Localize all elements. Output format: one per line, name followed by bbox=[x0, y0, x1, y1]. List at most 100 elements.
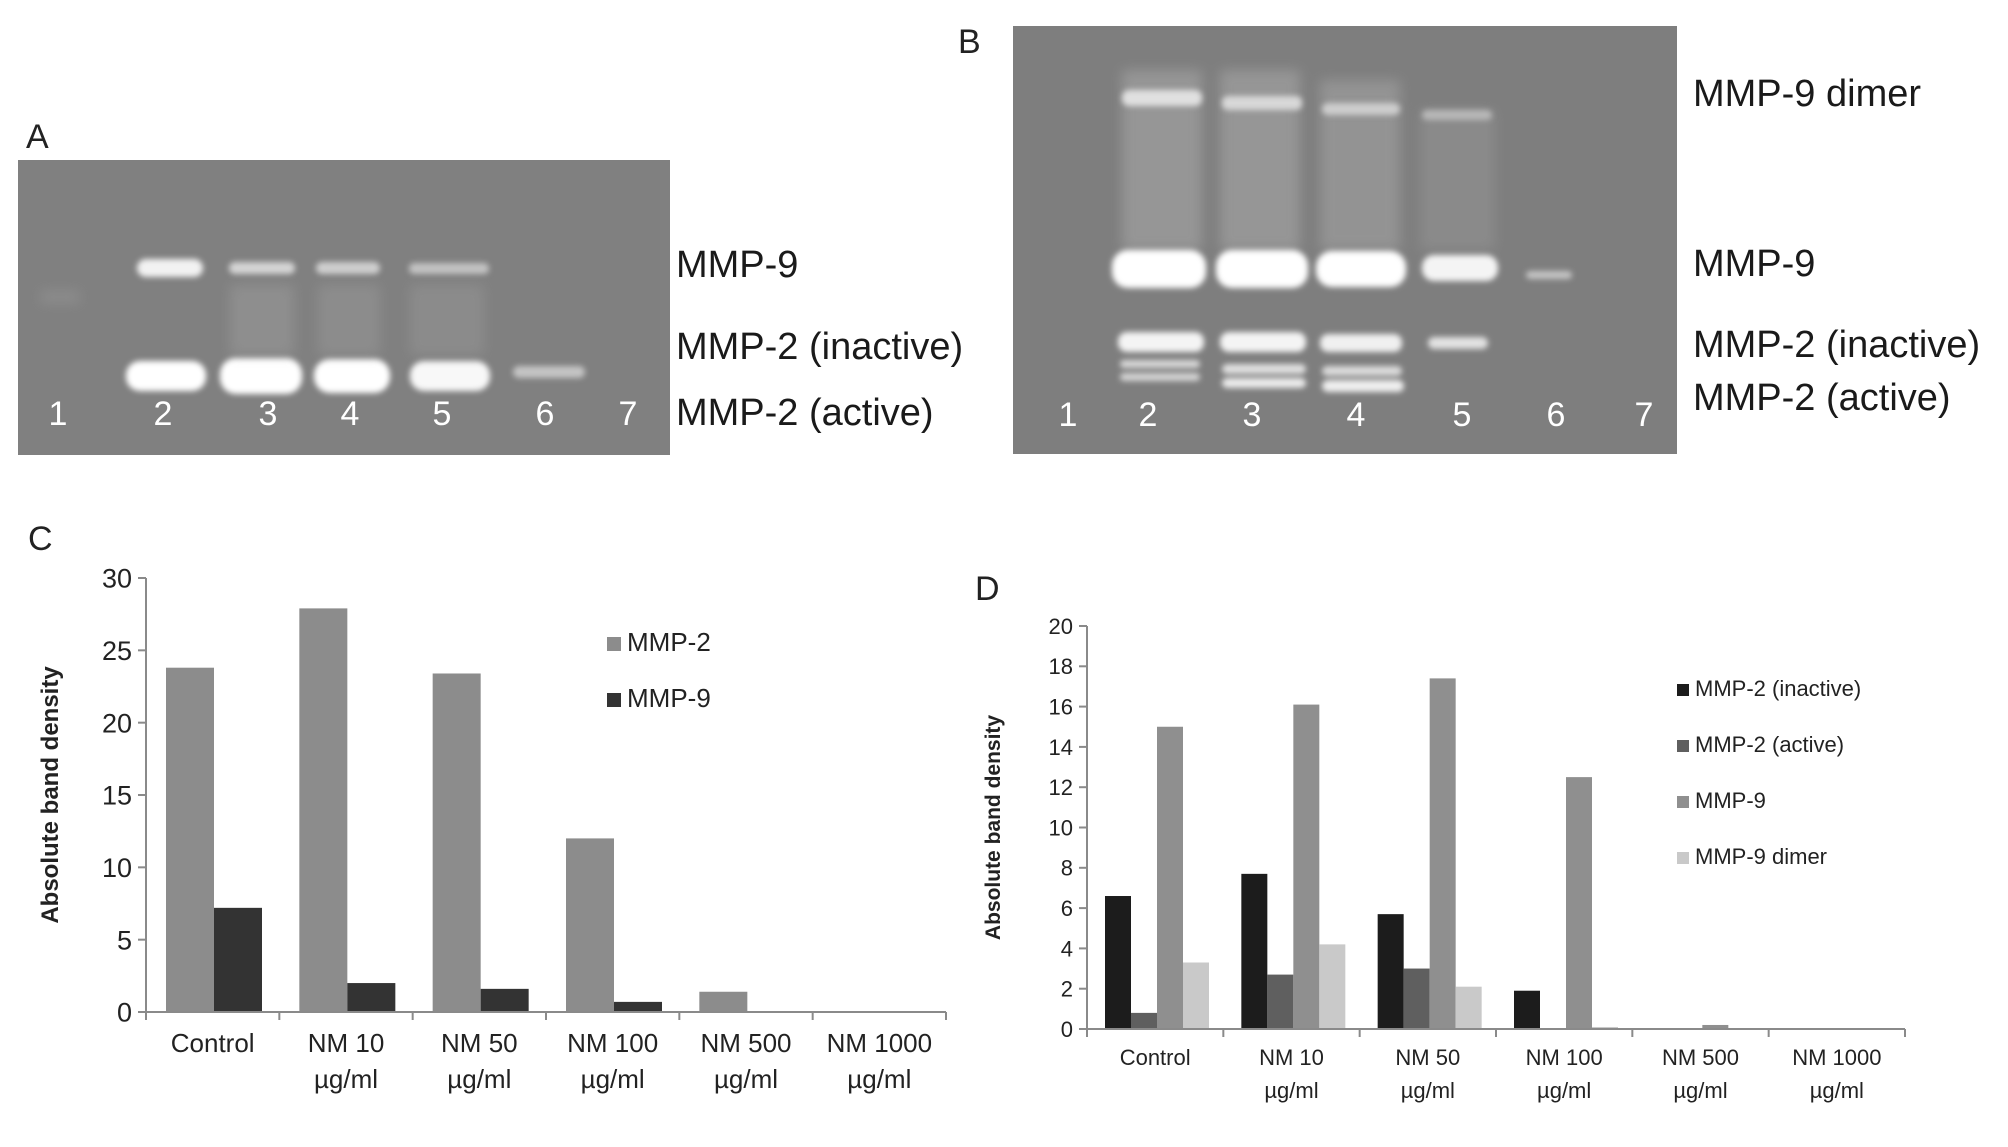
gel-b-lane-2: 2 bbox=[1139, 396, 1158, 434]
gel-a-lane-3: 3 bbox=[259, 395, 278, 433]
legend-swatch bbox=[1677, 740, 1689, 752]
bar-mmp-2-2 bbox=[432, 673, 481, 1012]
legend-label: MMP-2 (inactive) bbox=[1695, 676, 1861, 701]
gel-b-lane-6: 6 bbox=[1547, 396, 1566, 434]
x-category-label: Control bbox=[171, 1028, 255, 1058]
gel-a-band-label: MMP-2 (active) bbox=[676, 392, 934, 434]
y-tick-label: 0 bbox=[1061, 1017, 1073, 1042]
y-tick-label: 20 bbox=[102, 708, 132, 738]
gel-b-band-label: MMP-9 bbox=[1693, 243, 1815, 285]
chart-c: 0 5 10 15 20 25 30 Absolute band density Control… bbox=[37, 564, 947, 1094]
x-category-label: NM 50 bbox=[1395, 1045, 1460, 1070]
bar-mmp-9-3 bbox=[1566, 777, 1592, 1029]
gel-a-lane-4: 4 bbox=[341, 395, 360, 433]
bar-mmp-9-dimer-3 bbox=[1592, 1026, 1618, 1029]
x-category-label: NM 10 bbox=[308, 1028, 385, 1058]
panel-b-letter: B bbox=[958, 23, 981, 61]
x-category-label: µg/ml bbox=[314, 1064, 378, 1094]
x-category-label: NM 50 bbox=[441, 1028, 518, 1058]
gel-b-band-label: MMP-2 (active) bbox=[1693, 377, 1951, 419]
gel-a-band-label: MMP-9 bbox=[676, 244, 798, 286]
x-category-label: Control bbox=[1120, 1045, 1191, 1070]
y-tick-label: 30 bbox=[102, 564, 132, 594]
legend-swatch bbox=[1677, 852, 1689, 864]
bar-mmp-2-inactive-2 bbox=[1377, 914, 1404, 1029]
bar-mmp-9-0 bbox=[214, 907, 262, 1012]
gel-a-band-labels: MMP-9 MMP-2 (inactive) MMP-2 (active) bbox=[676, 244, 963, 434]
y-tick-label: 10 bbox=[1049, 815, 1073, 840]
gel-b-band-label: MMP-2 (inactive) bbox=[1693, 324, 1980, 366]
x-category-label: NM 1000 bbox=[827, 1028, 933, 1058]
panel-d-letter: D bbox=[975, 570, 1000, 608]
gel-a-lane-7: 7 bbox=[619, 395, 638, 433]
y-tick-label: 20 bbox=[1049, 614, 1073, 639]
bar-mmp-9-0 bbox=[1157, 726, 1183, 1029]
y-tick-label: 8 bbox=[1061, 856, 1073, 881]
bar-mmp-2-active-1 bbox=[1267, 974, 1294, 1029]
legend-swatch bbox=[607, 637, 621, 651]
gel-a-lane-1: 1 bbox=[49, 395, 68, 433]
bar-mmp-2-4 bbox=[699, 991, 748, 1012]
x-category-label: µg/ml bbox=[447, 1064, 511, 1094]
gel-b-lane-4: 4 bbox=[1347, 396, 1366, 434]
gel-a-lane-2: 2 bbox=[154, 395, 173, 433]
y-tick-label: 10 bbox=[102, 853, 132, 883]
x-category-label: NM 10 bbox=[1259, 1045, 1324, 1070]
legend-swatch bbox=[1677, 684, 1689, 696]
bar-mmp-9-1 bbox=[347, 983, 396, 1012]
panel-d: D 0 2 4 6 8 10 12 14 16 18 20 Absolute band density… bbox=[975, 570, 1906, 1103]
gel-b-band-label: MMP-9 dimer bbox=[1693, 73, 1921, 115]
x-category-label: µg/ml bbox=[1401, 1078, 1455, 1103]
legend-label: MMP-9 bbox=[1695, 788, 1766, 813]
legend-label: MMP-9 dimer bbox=[1695, 844, 1827, 869]
x-category-label: µg/ml bbox=[1264, 1078, 1318, 1103]
y-tick-label: 18 bbox=[1049, 654, 1073, 679]
gel-b-bands bbox=[1112, 90, 1572, 392]
gel-b-lane-3: 3 bbox=[1243, 396, 1262, 434]
gel-a-lane-numbers: 1 2 3 4 5 6 7 bbox=[49, 395, 638, 433]
gel-b-lane-5: 5 bbox=[1453, 396, 1472, 434]
panel-a-letter: A bbox=[26, 118, 49, 156]
y-tick-label: 6 bbox=[1061, 896, 1073, 921]
gel-b-lane-1: 1 bbox=[1059, 396, 1078, 434]
y-axis-title: Absolute band density bbox=[37, 666, 64, 924]
x-category-label: NM 500 bbox=[700, 1028, 791, 1058]
gel-a-bands bbox=[126, 259, 585, 394]
bar-mmp-9-2 bbox=[480, 988, 529, 1012]
x-category-label: µg/ml bbox=[847, 1064, 911, 1094]
bar-mmp-9-dimer-1 bbox=[1319, 944, 1346, 1029]
gel-a-band-label: MMP-2 (inactive) bbox=[676, 326, 963, 368]
bar-mmp-2-inactive-0 bbox=[1105, 896, 1131, 1029]
legend-label: MMP-9 bbox=[627, 683, 711, 713]
legend-swatch bbox=[1677, 796, 1689, 808]
panel-c: C 0 5 10 15 20 25 30 Absolute band density Contr… bbox=[28, 520, 947, 1094]
gel-a-lane-6: 6 bbox=[536, 395, 555, 433]
gel-a-smears bbox=[40, 285, 484, 355]
legend-label: MMP-2 bbox=[627, 627, 711, 657]
bar-mmp-2-inactive-3 bbox=[1514, 990, 1540, 1029]
y-tick-label: 12 bbox=[1049, 775, 1073, 800]
y-tick-label: 0 bbox=[117, 998, 132, 1028]
x-category-label: NM 100 bbox=[1526, 1045, 1603, 1070]
bar-mmp-9-4 bbox=[1702, 1024, 1729, 1029]
bar-mmp-2-active-2 bbox=[1403, 968, 1430, 1029]
panel-b: B bbox=[958, 23, 1980, 454]
gel-a-lane-5: 5 bbox=[433, 395, 452, 433]
gel-b-lane-numbers: 1 2 3 4 5 6 7 bbox=[1059, 396, 1654, 434]
y-tick-label: 5 bbox=[117, 925, 132, 955]
legend-swatch bbox=[607, 693, 621, 707]
bar-mmp-2-inactive-1 bbox=[1241, 873, 1268, 1029]
bar-mmp-9-dimer-0 bbox=[1183, 962, 1209, 1029]
bar-mmp-9-1 bbox=[1293, 704, 1320, 1029]
bar-mmp-2-1 bbox=[299, 608, 348, 1012]
x-category-label: µg/ml bbox=[581, 1064, 645, 1094]
x-category-label: µg/ml bbox=[1810, 1078, 1864, 1103]
x-category-label: NM 1000 bbox=[1792, 1045, 1881, 1070]
y-tick-label: 2 bbox=[1061, 977, 1073, 1002]
gel-b-lane-7: 7 bbox=[1635, 396, 1654, 434]
y-tick-label: 14 bbox=[1049, 735, 1073, 760]
x-category-label: NM 100 bbox=[567, 1028, 658, 1058]
y-axis-title: Absolute band density bbox=[982, 715, 1005, 941]
y-tick-label: 25 bbox=[102, 636, 132, 666]
bar-mmp-2-0 bbox=[166, 667, 214, 1012]
